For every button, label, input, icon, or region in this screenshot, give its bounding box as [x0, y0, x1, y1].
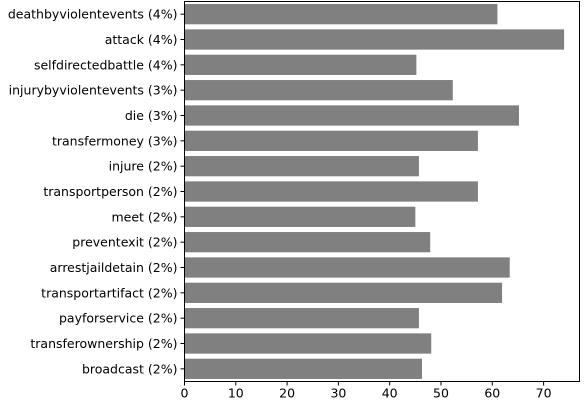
category-label: injure (2%) [109, 159, 178, 174]
x-tick-label: 40 [382, 386, 398, 400]
bar [184, 54, 417, 75]
category-label: transfermoney (3%) [52, 133, 178, 148]
category-label: arrestjaildetain (2%) [50, 260, 178, 275]
bar [184, 282, 503, 303]
bar [184, 308, 419, 329]
category-label: deathbyviolentevents (4%) [8, 7, 178, 22]
category-label: meet (2%) [111, 209, 177, 224]
category-label: transferownership (2%) [30, 336, 177, 351]
bar [184, 156, 419, 177]
category-label: attack (4%) [105, 32, 178, 47]
bar [184, 358, 423, 379]
bar [184, 130, 478, 151]
x-tick-label: 50 [433, 386, 449, 400]
x-tick-label: 20 [279, 386, 295, 400]
category-label: selfdirectedbattle (4%) [34, 57, 178, 72]
plot-frame [184, 1, 580, 382]
bar [184, 257, 510, 278]
bar [184, 333, 432, 354]
x-tick-label: 60 [484, 386, 500, 400]
x-tick-label: 70 [536, 386, 552, 400]
bar [184, 206, 416, 227]
bar [184, 29, 565, 50]
category-labels: deathbyviolentevents (4%) attack (4%) self… [8, 7, 185, 376]
bar [184, 105, 519, 126]
category-label: preventexit (2%) [72, 235, 177, 250]
bars-group [184, 4, 565, 379]
bar [184, 181, 478, 202]
category-label: payforservice (2%) [59, 311, 178, 326]
category-label: broadcast (2%) [82, 361, 178, 376]
category-label: injurybyviolentevents (3%) [9, 83, 178, 98]
x-axis: 0 10 20 30 40 50 60 70 [181, 381, 552, 400]
bar [184, 4, 498, 25]
category-label: transportartifact (2%) [41, 285, 177, 300]
x-tick-label: 10 [228, 386, 244, 400]
bar [184, 232, 431, 253]
x-tick-label: 30 [330, 386, 346, 400]
x-tick-label: 0 [181, 386, 189, 400]
category-label: die (3%) [125, 108, 178, 123]
category-label: transportperson (2%) [43, 184, 177, 199]
bar [184, 80, 453, 101]
